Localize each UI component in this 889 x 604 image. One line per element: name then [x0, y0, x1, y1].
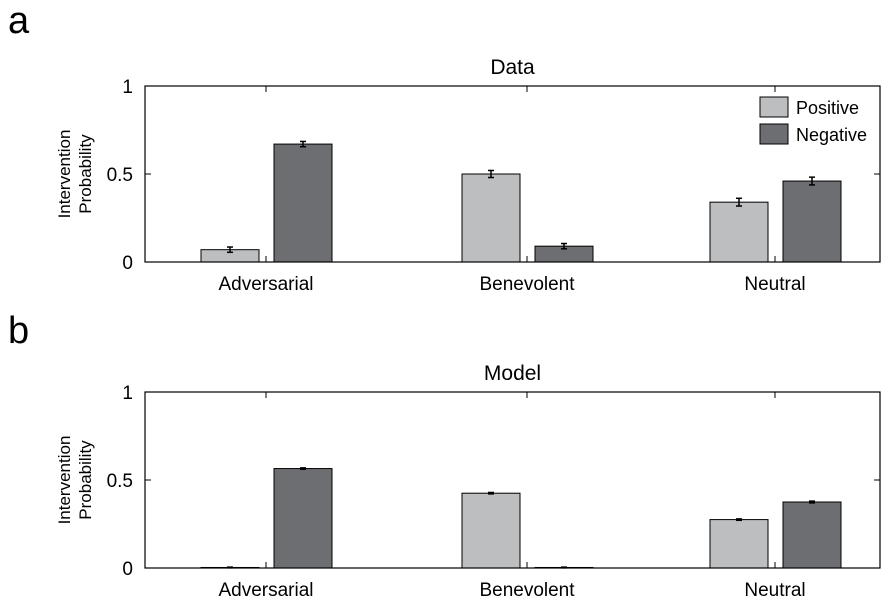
data-chart: Data 0 0.5 1 Adversarial Benevolent Neutral Int… — [55, 56, 881, 295]
bar-negative-neutral — [782, 180, 842, 263]
y-tick-label: 0.5 — [107, 471, 133, 492]
legend-label-negative: Negative — [796, 125, 867, 145]
bar-positive-benevolent — [461, 173, 521, 263]
x-tick-label: Neutral — [744, 274, 805, 295]
bar-positive-neutral — [709, 201, 769, 263]
y-axis-label: Intervention Probability — [55, 436, 95, 525]
y-axis-label: Intervention Probability — [55, 130, 95, 219]
panel-letter-a: a — [8, 0, 30, 42]
model-chart: Model 0 0.5 1 Adversarial Benevolent Neutral In… — [55, 362, 881, 601]
y-tick-label: 1 — [122, 77, 133, 98]
bar-positive-benevolent — [461, 492, 521, 569]
y-axis-label-line: Probability — [76, 134, 95, 214]
x-tick-label: Benevolent — [479, 580, 575, 601]
x-tick-label: Neutral — [744, 580, 805, 601]
y-tick-label: 0.5 — [107, 165, 133, 186]
y-tick-label: 0 — [122, 559, 133, 580]
y-axis-label-line: Intervention — [55, 130, 74, 219]
chart-title: Model — [484, 362, 541, 385]
legend-swatch-positive — [759, 96, 789, 118]
bar-negative-adversarial — [273, 468, 333, 569]
chart-title: Data — [490, 56, 535, 79]
x-tick-label: Adversarial — [218, 274, 313, 295]
panel-letter-b: b — [8, 310, 30, 352]
y-axis-label-line: Probability — [76, 440, 95, 520]
bar-negative-neutral — [782, 501, 842, 569]
legend-swatch-negative — [759, 123, 789, 145]
bar-negative-adversarial — [273, 143, 333, 263]
y-tick-label: 1 — [122, 383, 133, 404]
legend-label-positive: Positive — [796, 98, 859, 118]
y-tick-label: 0 — [122, 253, 133, 274]
x-tick-label: Benevolent — [479, 274, 575, 295]
bar-positive-neutral — [709, 519, 769, 569]
y-axis-label-line: Intervention — [55, 436, 74, 525]
x-tick-label: Adversarial — [218, 580, 313, 601]
